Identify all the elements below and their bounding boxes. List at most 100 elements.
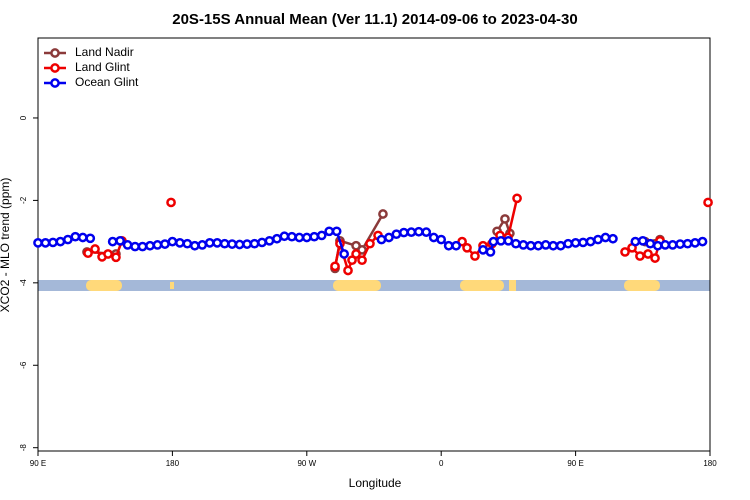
point	[488, 236, 499, 247]
point	[83, 248, 93, 259]
point	[682, 238, 693, 249]
point	[443, 240, 454, 251]
point	[111, 252, 121, 263]
point	[511, 238, 521, 249]
y-tick-label: 0	[19, 115, 28, 120]
point	[122, 240, 133, 250]
point	[166, 197, 176, 208]
legend-marker	[50, 63, 60, 73]
point	[301, 232, 312, 243]
point	[316, 230, 327, 241]
y-tick-label: -8	[19, 444, 28, 452]
point	[115, 235, 125, 246]
point	[107, 236, 118, 247]
land-patch	[170, 282, 174, 289]
land-patch	[333, 280, 381, 291]
point	[212, 238, 223, 248]
legend-marker	[50, 48, 60, 58]
point	[175, 238, 185, 248]
point	[620, 247, 630, 257]
point	[650, 253, 660, 263]
point	[351, 249, 361, 259]
point	[470, 251, 480, 261]
point	[330, 261, 340, 272]
legend-label: Ocean Glint	[75, 75, 139, 89]
point	[33, 238, 43, 248]
point	[593, 234, 603, 245]
point	[343, 265, 353, 276]
y-tick-label: -6	[19, 361, 28, 369]
point	[512, 193, 522, 204]
x-tick-label: 0	[439, 459, 444, 468]
point	[204, 238, 215, 248]
point	[167, 236, 178, 247]
point	[436, 234, 447, 245]
point	[264, 235, 275, 246]
point	[357, 255, 367, 266]
point	[500, 214, 510, 224]
point	[137, 241, 148, 252]
point	[690, 238, 700, 248]
point	[48, 237, 58, 248]
point	[85, 233, 96, 244]
point	[257, 237, 267, 248]
point	[234, 239, 245, 250]
point	[643, 249, 653, 259]
land-patch	[86, 280, 122, 291]
point	[40, 238, 51, 248]
point	[152, 240, 163, 250]
y-axis-label: XCO2 - MLO trend (ppm)	[0, 178, 12, 313]
point	[90, 244, 100, 254]
point	[703, 197, 713, 208]
legend-marker	[50, 78, 60, 88]
point	[660, 240, 671, 250]
x-tick-label: 180	[703, 459, 717, 468]
point	[496, 235, 506, 246]
point	[197, 240, 208, 250]
point	[428, 232, 439, 243]
point	[249, 238, 260, 249]
point	[503, 235, 514, 246]
point	[378, 209, 388, 219]
point	[130, 241, 140, 252]
point	[391, 229, 402, 240]
point	[570, 238, 581, 248]
point	[413, 226, 424, 237]
point	[525, 240, 536, 251]
x-tick-label: 90 W	[297, 459, 316, 468]
legend-label: Land Glint	[75, 60, 130, 74]
point	[533, 240, 544, 251]
point	[555, 240, 566, 251]
point	[145, 240, 155, 251]
point	[339, 249, 349, 259]
point	[608, 233, 618, 244]
point	[578, 237, 588, 248]
chart-title: 20S-15S Annual Mean (Ver 11.1) 2014-09-0…	[172, 11, 578, 28]
y-tick-label: -2	[19, 196, 28, 204]
point	[451, 240, 461, 251]
point	[399, 227, 409, 238]
point	[406, 227, 417, 237]
point	[421, 227, 432, 237]
point	[376, 234, 387, 245]
land-patch	[509, 280, 516, 291]
point	[227, 239, 237, 249]
point	[478, 245, 488, 255]
point	[462, 242, 472, 253]
point	[384, 232, 394, 243]
point	[563, 238, 573, 249]
point	[287, 231, 297, 242]
point	[272, 233, 282, 244]
land-mask	[38, 280, 710, 291]
land-patch	[460, 280, 504, 291]
point	[667, 240, 678, 250]
point	[324, 226, 335, 237]
point	[331, 226, 342, 237]
point	[585, 236, 596, 247]
point	[77, 232, 88, 243]
point	[630, 236, 641, 247]
point	[485, 247, 496, 257]
y-tick-label: -4	[19, 279, 28, 287]
point	[242, 239, 252, 249]
